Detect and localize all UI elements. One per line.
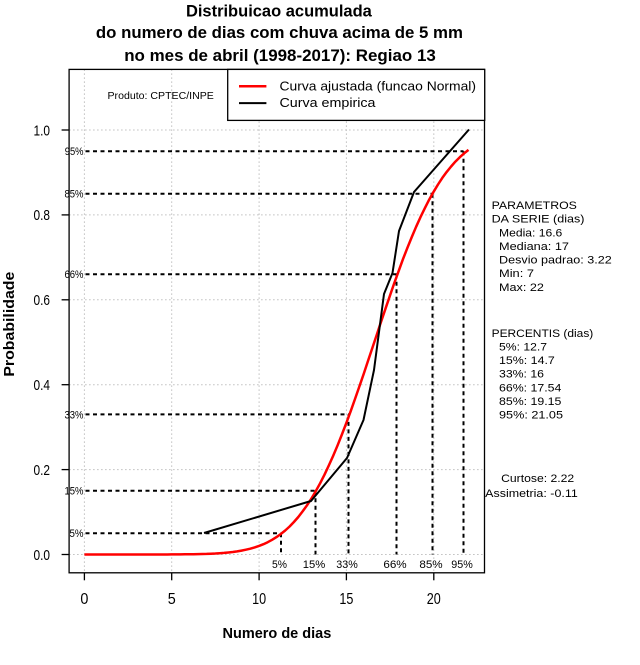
svg-text:10: 10: [252, 591, 266, 608]
svg-text:15%: 15%: [65, 486, 84, 498]
svg-text:Probabilidade: Probabilidade: [1, 272, 18, 377]
svg-text:15%: 15%: [303, 559, 326, 571]
svg-text:33%: 16: 33%: 16: [499, 369, 544, 381]
svg-text:5: 5: [168, 591, 176, 608]
svg-text:5%: 5%: [272, 559, 287, 571]
svg-text:Curva empirica: Curva empirica: [280, 95, 377, 110]
svg-text:15%: 14.7: 15%: 14.7: [499, 355, 555, 367]
svg-text:do numero de dias com chuva ac: do numero de dias com chuva acima de 5 m…: [96, 23, 463, 42]
svg-text:Produto: CPTEC/INPE: Produto: CPTEC/INPE: [108, 91, 215, 102]
svg-text:0: 0: [80, 591, 88, 608]
svg-text:95%: 21.05: 95%: 21.05: [499, 410, 563, 422]
svg-text:Assimetria: -0.11: Assimetria: -0.11: [485, 488, 578, 500]
svg-text:PERCENTIS (dias): PERCENTIS (dias): [492, 328, 594, 340]
svg-text:Desvio padrao: 3.22: Desvio padrao: 3.22: [499, 255, 612, 267]
svg-text:1.0: 1.0: [34, 122, 51, 139]
svg-text:15: 15: [339, 591, 353, 608]
svg-text:DA SERIE (dias): DA SERIE (dias): [492, 214, 585, 226]
svg-text:Curva ajustada (funcao Normal): Curva ajustada (funcao Normal): [280, 78, 477, 93]
svg-text:Min: 7: Min: 7: [499, 268, 534, 280]
svg-text:0.2: 0.2: [34, 462, 51, 479]
svg-text:Max: 22: Max: 22: [499, 282, 544, 294]
svg-text:Distribuicao acumulada: Distribuicao acumulada: [186, 2, 372, 21]
svg-text:5%: 5%: [70, 528, 84, 540]
svg-text:33%: 33%: [65, 409, 84, 421]
svg-text:Media: 16.6: Media: 16.6: [499, 227, 562, 239]
svg-text:66%: 66%: [383, 559, 407, 571]
svg-text:PARAMETROS: PARAMETROS: [492, 200, 577, 212]
svg-text:66%: 66%: [65, 269, 84, 281]
svg-text:66%: 17.54: 66%: 17.54: [499, 382, 561, 394]
svg-text:95%: 95%: [451, 559, 473, 571]
svg-text:0.8: 0.8: [34, 207, 51, 224]
svg-text:95%: 95%: [65, 146, 84, 158]
svg-text:85%: 19.15: 85%: 19.15: [499, 396, 561, 408]
svg-text:no mes de abril (1998-2017): R: no mes de abril (1998-2017): Regiao 13: [124, 46, 436, 65]
svg-text:Numero de dias: Numero de dias: [223, 625, 332, 642]
svg-text:0.6: 0.6: [34, 292, 51, 309]
svg-text:0.0: 0.0: [34, 547, 51, 564]
svg-text:85%: 85%: [65, 189, 84, 201]
svg-text:5%: 12.7: 5%: 12.7: [499, 342, 547, 354]
svg-text:Curtose: 2.22: Curtose: 2.22: [501, 473, 574, 485]
svg-text:85%: 85%: [419, 559, 443, 571]
svg-text:20: 20: [427, 591, 441, 608]
svg-text:33%: 33%: [336, 559, 358, 571]
svg-text:0.4: 0.4: [34, 377, 51, 394]
svg-text:Mediana: 17: Mediana: 17: [499, 241, 569, 253]
